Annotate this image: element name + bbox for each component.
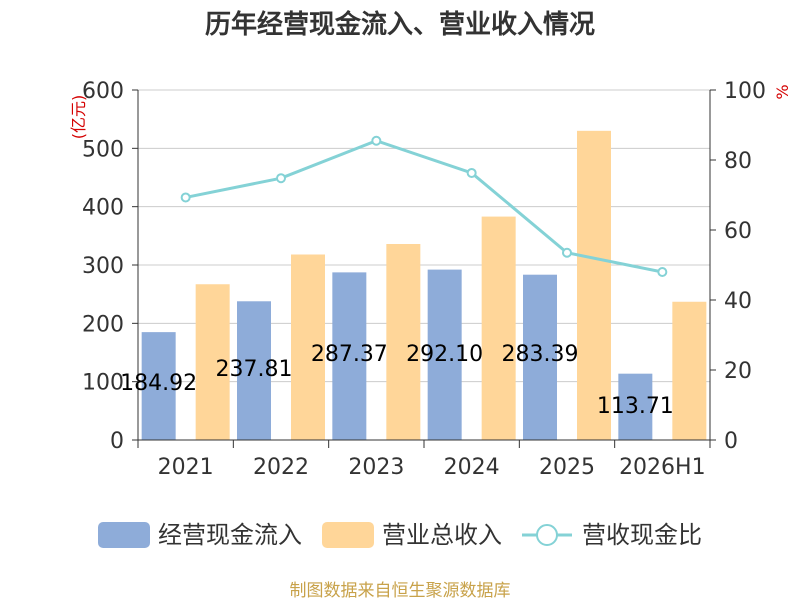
bar-cash-inflow — [141, 332, 176, 440]
right-axis-unit: % — [773, 84, 792, 99]
bar-revenue — [291, 254, 325, 440]
left-axis-unit: (亿元) — [69, 95, 88, 140]
bar-cash-inflow — [618, 373, 653, 440]
axes: 0 100 200 300 400 500 600 0 20 40 60 80 100 2021 2022 2… — [82, 79, 766, 480]
data-label: 287.37 — [311, 342, 388, 367]
x-tick-label: 2026H1 — [619, 455, 706, 480]
right-tick-label: 0 — [724, 429, 738, 454]
ratio-point — [371, 135, 382, 146]
bar-revenue — [577, 130, 611, 441]
gridlines — [138, 89, 710, 383]
ratio-line — [180, 135, 668, 277]
chart-title: 历年经营现金流入、营业收入情况 — [205, 9, 595, 40]
x-tick-label: 2023 — [348, 455, 404, 480]
ratio-point — [180, 192, 191, 203]
ratio-point — [276, 173, 286, 184]
data-label: 237.81 — [216, 357, 293, 382]
legend-label-cash-inflow: 经营现金流入 — [158, 521, 302, 549]
data-label: 113.71 — [597, 394, 674, 419]
right-tick-label: 80 — [724, 149, 752, 174]
data-labels: 184.92 237.81 287.37 292.10 283.39 113.71 — [120, 342, 674, 419]
left-tick-label: 300 — [82, 254, 124, 279]
data-label: 292.10 — [406, 342, 483, 367]
legend-swatch-revenue — [322, 522, 374, 548]
bar-cash-inflow — [332, 272, 367, 440]
x-tick-label: 2024 — [444, 455, 500, 480]
left-tick-label: 400 — [82, 196, 124, 221]
left-tick-label: 100 — [82, 371, 124, 396]
x-tick-label: 2025 — [539, 455, 595, 480]
ratio-point — [657, 267, 668, 277]
bar-revenue — [481, 216, 516, 440]
data-label: 184.92 — [120, 371, 197, 396]
bar-revenue — [195, 284, 230, 440]
data-label: 283.39 — [502, 342, 579, 367]
legend-swatch-cash-inflow — [98, 522, 150, 548]
right-tick-label: 60 — [724, 219, 752, 244]
right-tick-label: 40 — [724, 289, 752, 314]
left-tick-label: 0 — [110, 429, 124, 454]
bar-cash-inflow — [523, 274, 557, 440]
legend-label-ratio: 营收现金比 — [582, 521, 702, 549]
left-tick-label: 600 — [82, 79, 124, 104]
right-tick-label: 20 — [724, 359, 752, 384]
left-tick-label: 200 — [82, 312, 124, 337]
legend-swatch-ratio-marker — [536, 524, 558, 546]
ratio-point — [562, 247, 572, 258]
bars — [141, 130, 707, 441]
bar-cash-inflow — [427, 269, 462, 440]
x-tick-label: 2022 — [253, 455, 309, 480]
bar-cash-inflow — [237, 301, 271, 440]
legend: 经营现金流入 营业总收入 营收现金比 — [98, 521, 702, 549]
x-tick-label: 2021 — [158, 455, 214, 480]
bar-revenue — [386, 244, 421, 440]
ratio-point — [466, 167, 477, 178]
right-tick-label: 100 — [724, 79, 766, 104]
legend-label-revenue: 营业总收入 — [382, 521, 502, 549]
ratio-line-path — [185, 139, 663, 274]
left-tick-label: 500 — [82, 137, 124, 162]
source-note: 制图数据来自恒生聚源数据库 — [290, 581, 511, 600]
bar-revenue — [672, 301, 707, 440]
